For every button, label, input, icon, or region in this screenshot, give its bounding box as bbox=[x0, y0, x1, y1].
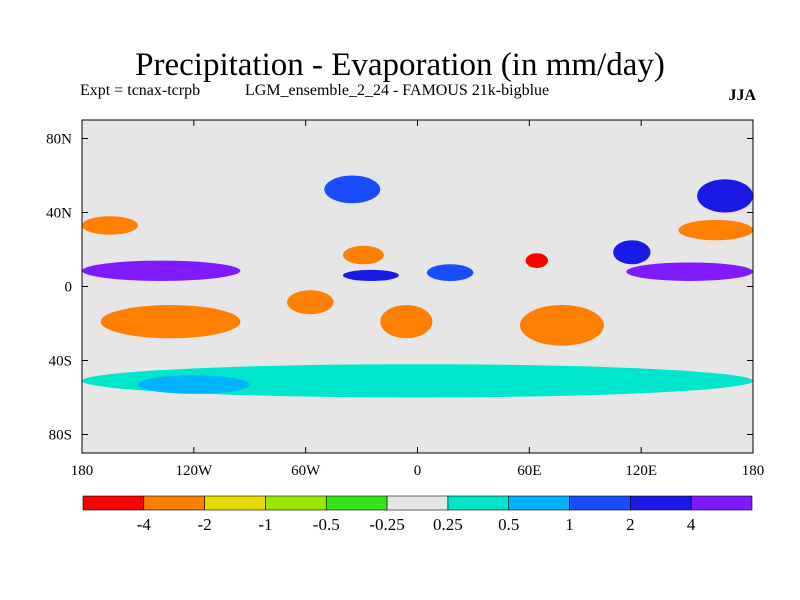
region-amazon-dry bbox=[287, 290, 334, 315]
region-pacific-subtropics-north-east bbox=[82, 216, 138, 235]
colorbar-level-label: -1 bbox=[258, 515, 272, 534]
region-north-atlantic-storm-track bbox=[324, 175, 381, 204]
x-tick-label: 120W bbox=[175, 463, 213, 479]
season-label: JJA bbox=[728, 87, 756, 104]
region-southern-ocean-wet bbox=[137, 375, 250, 394]
colorbar-swatch bbox=[447, 495, 510, 511]
colorbar-swatch bbox=[630, 495, 692, 511]
colorbar-level-label: 1 bbox=[565, 515, 574, 534]
colorbar-level-label: -0.25 bbox=[369, 515, 404, 534]
experiment-label: Expt = tcnax-tcrpb bbox=[80, 82, 201, 99]
y-tick-label: 0 bbox=[65, 280, 73, 296]
axis-ticks: 180 120W 60W 0 60E 120E 180 80N 40N 0 40S 80S bbox=[46, 120, 764, 479]
colorbar-swatch bbox=[265, 495, 327, 511]
colorbar-swatch bbox=[569, 495, 631, 511]
run-label: LGM_ensemble_2_24 - FAMOUS 21k-bigblue bbox=[245, 82, 550, 99]
region-pacific-itcz-west bbox=[626, 262, 754, 281]
y-tick-label: 80S bbox=[49, 428, 72, 444]
colorbar-level-label: 0.25 bbox=[433, 515, 463, 534]
colorbar-swatch bbox=[143, 495, 205, 511]
region-tropical-atlantic-wet bbox=[342, 269, 399, 281]
region-west-pacific-storm-track bbox=[697, 179, 754, 213]
colorbar-swatch bbox=[690, 495, 753, 511]
colorbar-swatch bbox=[386, 495, 449, 511]
y-tick-label: 80N bbox=[46, 132, 72, 148]
region-south-pacific-dry bbox=[100, 305, 241, 339]
x-tick-label: 60W bbox=[291, 463, 321, 479]
x-tick-label: 180 bbox=[71, 463, 94, 479]
map-background bbox=[82, 120, 753, 453]
y-tick-label: 40S bbox=[49, 354, 72, 370]
region-south-china-sea-wet bbox=[613, 240, 651, 265]
region-south-atlantic-dry bbox=[380, 305, 433, 339]
x-tick-label: 60E bbox=[517, 463, 541, 479]
colorbar-level-label: -0.5 bbox=[313, 515, 340, 534]
map-plot-area bbox=[81, 119, 754, 454]
region-north-atlantic-dry bbox=[342, 245, 384, 265]
region-southern-ocean-band bbox=[82, 364, 753, 398]
colorbar-level-label: 2 bbox=[626, 515, 635, 534]
colorbar-swatch bbox=[204, 495, 266, 511]
colorbar-level-label: -2 bbox=[198, 515, 212, 534]
region-central-africa-wet bbox=[426, 264, 474, 281]
colorbar-level-label: 0.5 bbox=[498, 515, 519, 534]
x-tick-label: 0 bbox=[414, 463, 422, 479]
colorbar-level-label: 4 bbox=[687, 515, 696, 534]
x-tick-label: 120E bbox=[625, 463, 657, 479]
colorbar: -4 -2 -1 -0.5 -0.25 0.25 0.5 1 2 4 bbox=[82, 495, 753, 534]
colorbar-swatch bbox=[82, 495, 145, 511]
region-pacific-subtropics-north bbox=[678, 219, 753, 241]
colorbar-swatch bbox=[325, 495, 388, 511]
region-arabian-sea-dry bbox=[525, 253, 548, 268]
colorbar-swatch bbox=[508, 495, 570, 511]
region-south-indian-dry bbox=[520, 305, 604, 346]
chart-title: Precipitation - Evaporation (in mm/day) bbox=[135, 47, 665, 83]
region-pacific-itcz-east bbox=[81, 260, 241, 281]
colorbar-level-label: -4 bbox=[137, 515, 152, 534]
y-tick-label: 40N bbox=[46, 206, 72, 222]
x-tick-label: 180 bbox=[742, 463, 765, 479]
